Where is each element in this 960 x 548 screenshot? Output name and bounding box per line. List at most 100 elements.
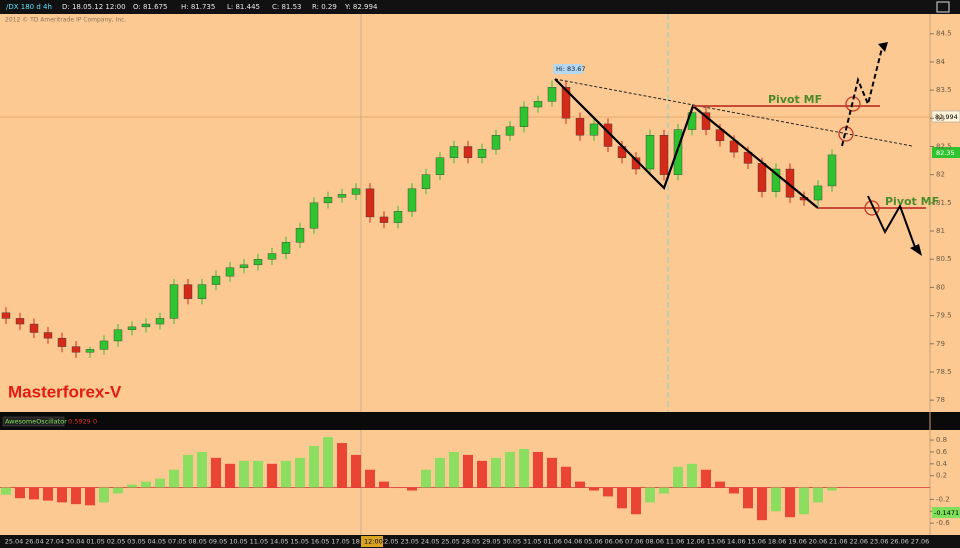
oscillator-bar <box>141 481 151 488</box>
cursor-price-box <box>931 110 960 123</box>
maximize-button[interactable] <box>936 1 950 13</box>
oscillator-bar <box>715 481 725 488</box>
oscillator-bar <box>575 481 585 488</box>
candle-body <box>57 337 67 347</box>
pivot-label: Pivot MF <box>885 195 939 208</box>
x-tick-label: 08.05 <box>188 538 207 546</box>
arrow-head <box>910 244 922 256</box>
oscillator-bar <box>43 487 53 501</box>
x-tick-label: 15.06 <box>747 538 766 546</box>
candle-body <box>99 340 109 350</box>
candle-body <box>813 185 823 201</box>
x-tick-label: 14.06 <box>727 538 746 546</box>
x-tick-label: 16.05 <box>311 538 330 546</box>
oscillator-bar <box>15 487 25 499</box>
oscillator-bar <box>365 469 375 488</box>
candle-body <box>477 149 487 158</box>
candle-body <box>1 312 11 319</box>
up-path <box>841 47 883 147</box>
candle-body <box>379 216 389 223</box>
header-open: O: 81.675 <box>133 3 167 11</box>
oscillator-bar <box>295 457 305 488</box>
x-tick-label: 07.06 <box>625 538 644 546</box>
y-tick-label: 79 <box>936 340 945 348</box>
x-tick-label: 10.05 <box>229 538 248 546</box>
candle-body <box>435 157 445 175</box>
down-path <box>867 195 917 251</box>
candle-body <box>645 135 655 170</box>
candle-body <box>575 118 585 136</box>
y-tick-label: 83 <box>936 114 945 122</box>
header-high: H: 81.735 <box>181 3 215 11</box>
oscillator-bar <box>547 457 557 488</box>
y-tick-label: 80.5 <box>936 255 952 263</box>
oscillator-bar <box>197 451 207 488</box>
indicator-zero: 0 <box>93 418 97 426</box>
oscillator-bar <box>477 460 487 488</box>
oscillator-bar <box>323 437 333 488</box>
oscillator-bar <box>519 448 529 488</box>
header-range: R: 0.29 <box>312 3 337 11</box>
header-low: L: 81.445 <box>227 3 260 11</box>
oscillator-bar <box>379 481 389 488</box>
candle-body <box>491 135 501 150</box>
x-tick-label: 23.06 <box>870 538 889 546</box>
oscillator-bar <box>687 463 697 488</box>
candle-body <box>561 87 571 119</box>
y-tick-label: 83.5 <box>936 86 952 94</box>
oscillator-bar <box>533 451 543 488</box>
header-y: Y: 82.994 <box>344 3 378 11</box>
candle-body <box>281 242 291 254</box>
header-bar <box>0 0 960 14</box>
x-tick-label: 29.05 <box>482 538 501 546</box>
y-tick-label: 78 <box>936 396 945 404</box>
x-tick-label: 11.06 <box>666 538 685 546</box>
x-tick-label: 09.05 <box>209 538 228 546</box>
oscillator-bar <box>57 487 67 503</box>
x-tick-label: 20.06 <box>809 538 828 546</box>
candle-body <box>519 106 529 127</box>
candle-body <box>533 101 543 108</box>
candle-body <box>365 188 375 218</box>
y-tick-label: 78.5 <box>936 368 952 376</box>
candle-body <box>589 123 599 136</box>
oscillator-bar <box>463 454 473 488</box>
osc-last-box <box>932 507 960 518</box>
y-tick-label: 80 <box>936 283 945 291</box>
x-tick-label: 26.04 <box>25 538 44 546</box>
oscillator-bar <box>561 466 571 488</box>
oscillator-bar <box>659 487 669 494</box>
x-tick-label: 11.05 <box>250 538 269 546</box>
oscillator-bar <box>155 478 165 488</box>
oscillator-bar <box>785 487 795 518</box>
x-tick-label: 31.05 <box>523 538 542 546</box>
oscillator-bar <box>589 487 599 491</box>
zigzag <box>554 78 819 209</box>
x-tick-label: 01.06 <box>543 538 562 546</box>
oscillator-bar <box>239 460 249 488</box>
oscillator-bar <box>99 487 109 503</box>
candle-body <box>183 284 193 299</box>
candle-body <box>757 163 767 192</box>
x-tick-label: 14.05 <box>270 538 289 546</box>
candle-body <box>309 202 319 229</box>
candle-body <box>449 146 459 158</box>
x-tick-label: 30.05 <box>503 538 522 546</box>
candle-body <box>547 87 557 102</box>
oscillator-bar <box>253 460 263 488</box>
x-tick-label: 06.06 <box>605 538 624 546</box>
oscillator-bar <box>169 469 179 488</box>
y-tick-label: 0.6 <box>936 448 948 456</box>
x-tick-label: 08.06 <box>645 538 664 546</box>
candle-body <box>239 264 249 268</box>
annotations <box>554 42 926 256</box>
y-tick-label: 0.4 <box>936 460 948 468</box>
y-tick-label: 81.5 <box>936 199 952 207</box>
candle-body <box>337 194 347 198</box>
cursor-price: 82.994 <box>935 113 958 121</box>
candle-body <box>253 259 263 266</box>
indicator-name: AwesomeOscillator <box>5 418 67 426</box>
oscillator-bar <box>421 469 431 488</box>
oscillator-bar <box>113 487 123 494</box>
